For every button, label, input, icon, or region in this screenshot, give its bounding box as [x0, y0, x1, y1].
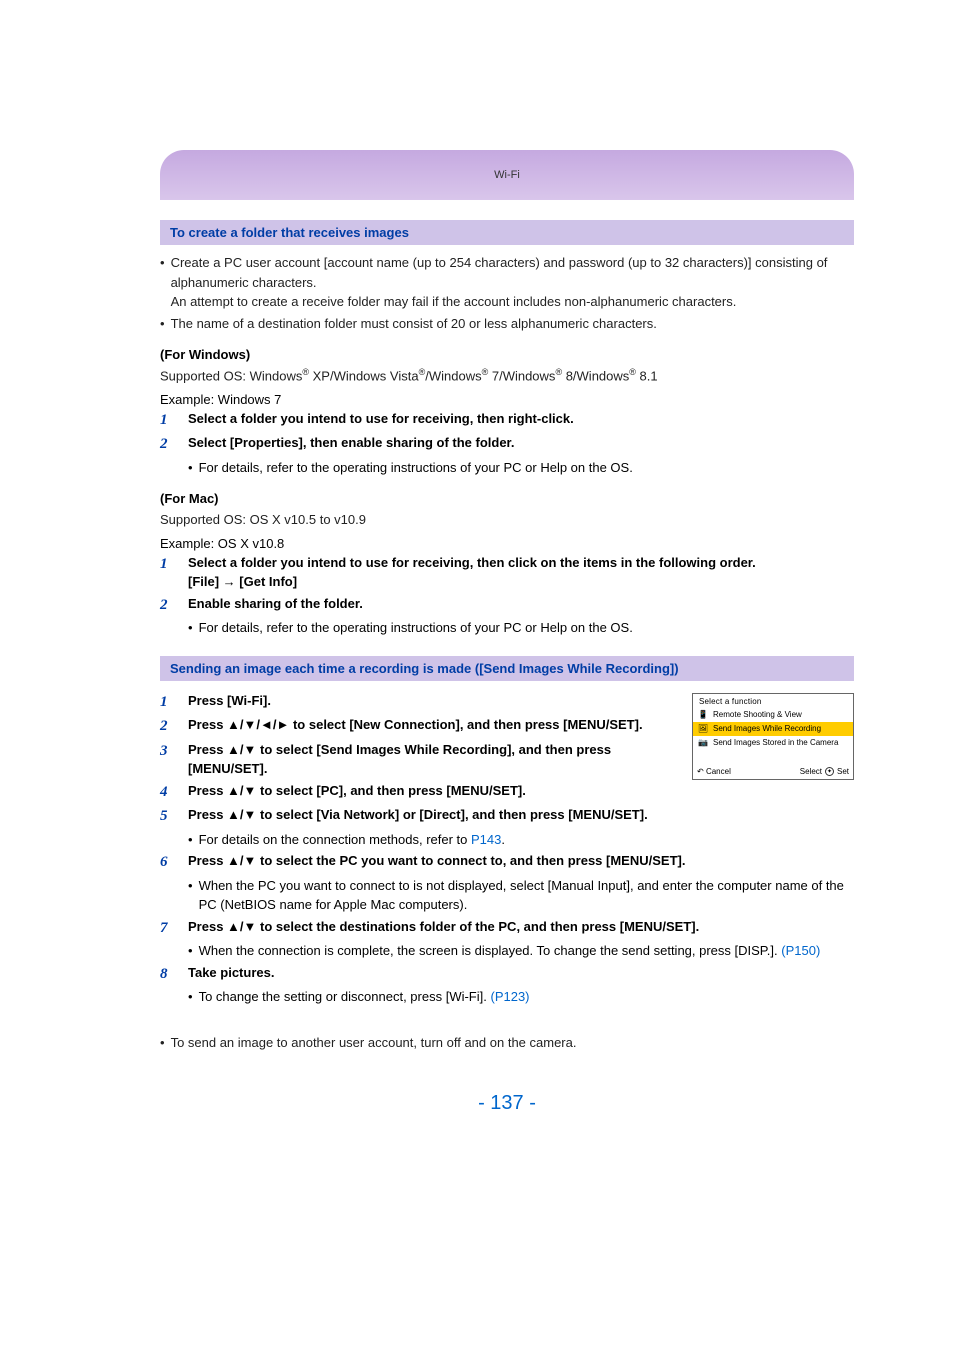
step-row: 3 Press ▲/▼ to select [Send Images While…: [160, 740, 680, 779]
step-sub: • For details, refer to the operating in…: [188, 458, 854, 478]
header-tab: Wi-Fi: [160, 150, 854, 200]
step-sub: • For details, refer to the operating in…: [188, 618, 854, 638]
step-row: 5 Press ▲/▼ to select [Via Network] or […: [160, 805, 680, 828]
mac-example: Example: OS X v10.8: [160, 536, 854, 551]
set-icon: ✦: [825, 767, 834, 776]
windows-example: Example: Windows 7: [160, 392, 854, 407]
windows-heading: (For Windows): [160, 347, 854, 362]
menu-row: 📷 Send Images Stored in the Camera: [693, 736, 853, 750]
step-sub: • When the connection is complete, the s…: [188, 941, 854, 961]
section-title-folder: To create a folder that receives images: [160, 220, 854, 245]
link-p150[interactable]: (P150): [781, 943, 820, 958]
menu-row-selected: 🖼 Send Images While Recording: [693, 722, 853, 736]
header-category: Wi-Fi: [494, 169, 520, 181]
back-icon: ↶: [697, 767, 704, 776]
step-sub: • When the PC you want to connect to is …: [188, 876, 854, 915]
step-row: 4 Press ▲/▼ to select [PC], and then pre…: [160, 781, 680, 804]
menu-row: 📱 Remote Shooting & View: [693, 708, 853, 722]
bullet-item: • Create a PC user account [account name…: [160, 253, 854, 312]
mac-supported: Supported OS: OS X v10.5 to v10.9: [160, 510, 854, 530]
step-row: 2 Select [Properties], then enable shari…: [160, 433, 854, 456]
step-sub: • To change the setting or disconnect, p…: [188, 987, 854, 1007]
windows-supported: Supported OS: Windows® XP/Windows Vista®…: [160, 366, 854, 386]
step-row: 1 Select a folder you intend to use for …: [160, 409, 854, 432]
camera-menu-screenshot: Select a function 📱 Remote Shooting & Vi…: [692, 693, 854, 780]
page-number: - 137 -: [160, 1092, 854, 1115]
phone-icon: 📱: [697, 710, 709, 720]
note-item: • To send an image to another user accou…: [160, 1033, 854, 1053]
camera-icon: 📷: [697, 738, 709, 748]
step-sub: • For details on the connection methods,…: [188, 830, 680, 850]
step-row: 8 Take pictures.: [160, 963, 854, 986]
menu-title: Select a function: [693, 694, 853, 708]
image-icon: 🖼: [697, 724, 709, 734]
step-row: 1 Select a folder you intend to use for …: [160, 553, 854, 592]
link-p143[interactable]: P143: [471, 832, 501, 847]
step-row: 2 Enable sharing of the folder.: [160, 594, 854, 617]
step-row: 6 Press ▲/▼ to select the PC you want to…: [160, 851, 854, 874]
bullet-item: • The name of a destination folder must …: [160, 314, 854, 334]
step-row: 7 Press ▲/▼ to select the destinations f…: [160, 917, 854, 940]
mac-heading: (For Mac): [160, 491, 854, 506]
link-p123[interactable]: (P123): [490, 989, 529, 1004]
menu-footer: ↶ Cancel Select ✦ Set: [693, 764, 853, 779]
section-title-sending: Sending an image each time a recording i…: [160, 656, 854, 681]
step-row: 1 Press [Wi-Fi].: [160, 691, 680, 714]
step-row: 2 Press ▲/▼/◄/► to select [New Connectio…: [160, 715, 680, 738]
